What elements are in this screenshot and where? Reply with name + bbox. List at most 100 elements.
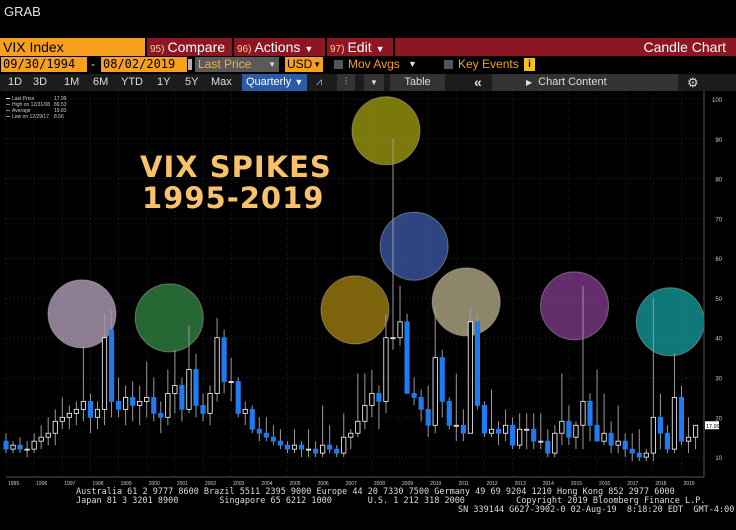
y-axis: 10 20 30 40 50 60 70 80 90 100 17.99 [703,91,723,477]
candle-body [101,337,108,410]
candle [73,401,79,426]
candle-body [144,397,150,402]
compare-number: 95) [150,44,165,55]
period-button-1m[interactable]: 1M [64,76,80,88]
x-tick-label: 1995 [8,481,19,487]
candle-body [158,412,164,418]
candle [31,433,37,454]
bar-style-icon[interactable]: ⫶ [337,74,355,91]
candle-body [59,416,65,422]
chevron-down-icon[interactable]: ▼ [364,74,384,91]
candle [94,401,101,430]
candle [601,393,607,446]
footer-contacts-line2: Japan 81 3 3201 8900 Singapore 65 6212 1… [76,496,706,506]
chart-type-button[interactable]: Candle Chart [395,38,736,56]
chart-content-button[interactable]: ▶ Chart Content [492,74,678,91]
legend-label: High on 12/31/08 [12,102,51,108]
chevron-down-icon: ▼ [294,77,304,87]
calendar-icon[interactable] [188,59,192,70]
start-date-field[interactable]: 09/30/1994 [1,57,87,72]
collapse-icon[interactable]: « [474,74,482,90]
candle [369,369,375,418]
candle [643,449,649,462]
candle [594,369,600,442]
currency-selector[interactable]: USD ▼ [285,57,323,72]
period-button-1d[interactable]: 1D [8,76,23,88]
period-button-ytd[interactable]: YTD [121,76,143,88]
candle-body [263,432,269,438]
period-button-1y[interactable]: 1Y [157,76,171,88]
candle [425,385,431,438]
candle [587,393,593,442]
legend-row: Last Price 17.99 [6,96,67,102]
footer-contacts-line1: Australia 61 2 9777 8600 Brazil 5511 239… [76,487,675,497]
candle [235,377,241,418]
candle-body [678,397,685,442]
candle-body [10,444,16,450]
period-button-6m[interactable]: 6M [93,76,109,88]
x-tick-label: 1997 [64,481,75,487]
candle [657,393,663,450]
footer-session-info: SN 339144 G627-3902-0 02-Aug-19 8:18:20 … [458,505,735,515]
candle-body [242,408,248,414]
candle-body [559,420,565,434]
period-button-max[interactable]: Max [211,76,232,88]
period-button-5y[interactable]: 5Y [185,76,199,88]
actions-menu-button[interactable]: 96) Actions ▼ [234,38,325,56]
spike-marker [431,267,501,337]
legend-value: 19.83 [54,108,67,114]
candle [650,297,656,462]
y-tick-label: 100 [712,98,723,104]
x-tick-label: 2018 [655,481,666,487]
period-button-3d[interactable]: 3D [33,76,48,88]
candle-body [643,452,649,458]
edit-menu-button[interactable]: 97) Edit ▼ [327,38,393,56]
ticker-field[interactable]: VIX Index [0,38,145,56]
candle-body [390,337,396,340]
gear-icon[interactable]: ⚙ [687,75,699,90]
legend-row: Low on 12/29/17 8.56 [6,114,67,120]
candle [291,429,298,454]
candle-body [657,416,663,434]
x-tick-label: 2014 [543,481,554,487]
candle-body [291,444,298,450]
candle-body [327,444,333,450]
chart-style-icon[interactable]: ⩘ [316,76,323,88]
candle-body [488,428,495,434]
chevron-down-icon[interactable]: ▼ [408,59,417,69]
candle-body [671,397,678,450]
end-date-field[interactable]: 08/02/2019 [101,57,187,72]
screen-capture-label: GRAB [4,4,41,19]
candle-body [221,337,227,382]
candle [256,417,262,442]
candle [115,377,122,418]
candle [467,305,473,434]
candle-body [685,436,692,442]
info-icon[interactable]: i [524,58,535,71]
candle-body [151,397,157,414]
candle-body [446,400,452,426]
candle-body [545,440,551,454]
y-tick-label: 20 [715,416,722,422]
candle-body [531,428,537,442]
candle-body [601,432,607,442]
key-events-checkbox[interactable] [444,60,453,69]
x-tick-label: 2002 [205,481,216,487]
table-button[interactable]: Table [390,74,445,91]
candle-body [38,436,44,442]
candle [446,397,452,430]
candle [362,373,368,430]
compare-button[interactable]: 95) Compare [147,38,232,56]
field-selector[interactable]: Last Price ▼ [195,57,279,72]
candle-body [45,432,51,438]
candle [390,138,396,350]
candle [263,417,269,442]
candle-body [298,444,305,450]
chevron-down-icon: ▼ [304,44,314,54]
candle [24,441,30,458]
x-tick-label: 2000 [149,481,160,487]
frequency-selector[interactable]: Quarterly ▼ [242,74,308,91]
candle-body [66,412,72,418]
mov-avgs-checkbox[interactable] [334,60,343,69]
